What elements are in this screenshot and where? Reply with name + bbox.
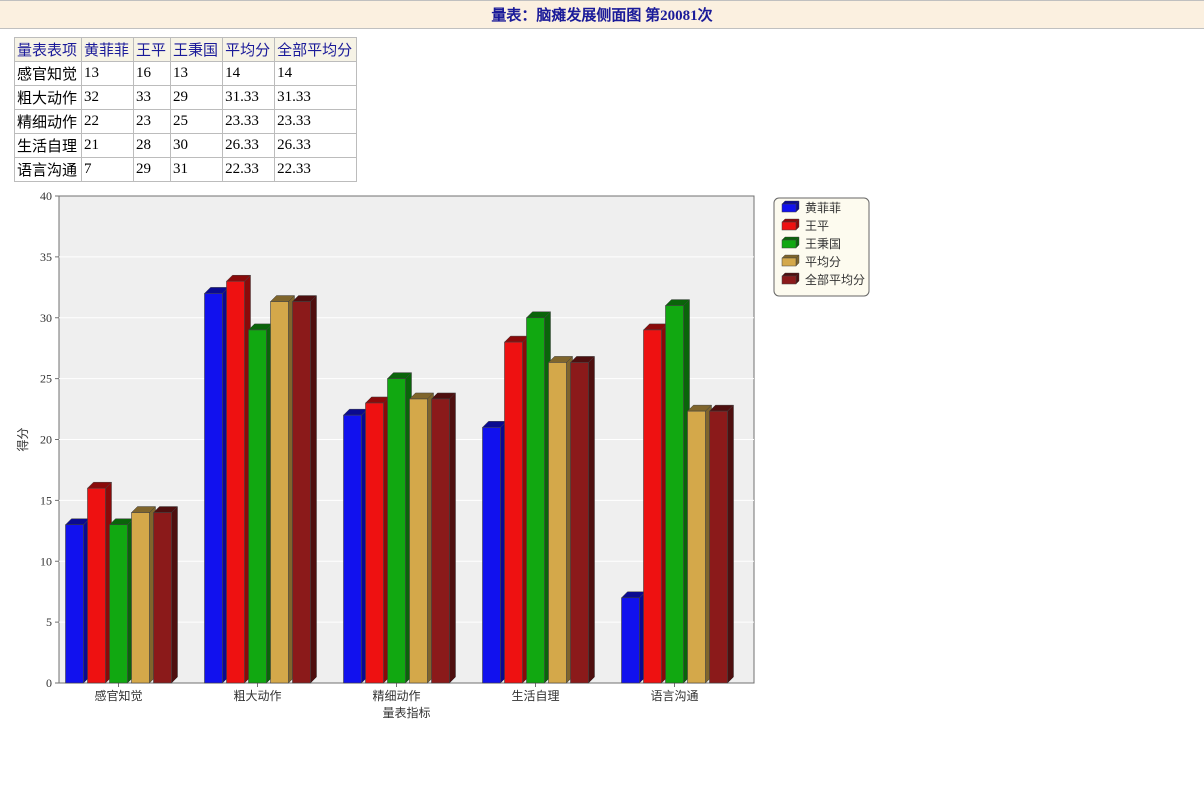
table-row: 生活自理21283026.3326.33 [15, 134, 357, 158]
table-header: 量表表项 [15, 38, 82, 62]
svg-text:精细动作: 精细动作 [372, 689, 420, 703]
table-cell: 13 [171, 62, 223, 86]
svg-text:0: 0 [46, 676, 52, 690]
table-row: 精细动作22232523.3323.33 [15, 110, 357, 134]
svg-text:25: 25 [40, 372, 52, 386]
page-title: 量表：脑瘫发展侧面图 第20081次 [0, 0, 1204, 29]
svg-text:王秉国: 王秉国 [805, 237, 841, 251]
table-cell: 语言沟通 [15, 158, 82, 182]
table-row: 粗大动作32332931.3331.33 [15, 86, 357, 110]
table-row: 语言沟通7293122.3322.33 [15, 158, 357, 182]
table-cell: 31 [171, 158, 223, 182]
table-cell: 26.33 [223, 134, 275, 158]
svg-text:30: 30 [40, 311, 52, 325]
table-cell: 7 [82, 158, 134, 182]
table-header: 王平 [134, 38, 171, 62]
table-cell: 21 [82, 134, 134, 158]
svg-text:感官知觉: 感官知觉 [94, 688, 142, 703]
table-cell: 31.33 [275, 86, 357, 110]
table-cell: 14 [275, 62, 357, 86]
table-cell: 22.33 [223, 158, 275, 182]
table-cell: 30 [171, 134, 223, 158]
svg-text:10: 10 [40, 554, 52, 568]
table-cell: 22 [82, 110, 134, 134]
table-cell: 粗大动作 [15, 86, 82, 110]
svg-text:35: 35 [40, 250, 52, 264]
svg-text:粗大动作: 粗大动作 [233, 689, 281, 703]
svg-text:得分: 得分 [15, 427, 30, 451]
table-header: 全部平均分 [275, 38, 357, 62]
table-cell: 23.33 [223, 110, 275, 134]
table-row: 感官知觉1316131414 [15, 62, 357, 86]
svg-text:王平: 王平 [805, 219, 829, 233]
svg-text:平均分: 平均分 [805, 255, 841, 269]
table-cell: 14 [223, 62, 275, 86]
svg-text:全部平均分: 全部平均分 [805, 272, 865, 287]
table-cell: 生活自理 [15, 134, 82, 158]
table-cell: 31.33 [223, 86, 275, 110]
bar-chart: 0 5 10 15 20 25 30 35 40 得分感官知觉 粗大动作 精细动作 生活自理 语言沟通量表… [14, 188, 1204, 743]
table-header: 黄菲菲 [82, 38, 134, 62]
svg-text:40: 40 [40, 189, 52, 203]
table-cell: 23.33 [275, 110, 357, 134]
table-cell: 22.33 [275, 158, 357, 182]
table-header: 平均分 [223, 38, 275, 62]
table-cell: 29 [134, 158, 171, 182]
table-cell: 25 [171, 110, 223, 134]
svg-text:量表指标: 量表指标 [382, 705, 430, 720]
table-cell: 16 [134, 62, 171, 86]
table-cell: 感官知觉 [15, 62, 82, 86]
table-cell: 33 [134, 86, 171, 110]
table-cell: 13 [82, 62, 134, 86]
table-cell: 23 [134, 110, 171, 134]
table-header: 王秉国 [171, 38, 223, 62]
table-cell: 29 [171, 86, 223, 110]
svg-text:15: 15 [40, 493, 52, 507]
table-cell: 26.33 [275, 134, 357, 158]
svg-text:语言沟通: 语言沟通 [650, 689, 698, 703]
svg-text:黄菲菲: 黄菲菲 [805, 201, 841, 215]
table-cell: 28 [134, 134, 171, 158]
svg-text:生活自理: 生活自理 [511, 689, 559, 703]
svg-text:20: 20 [40, 433, 52, 447]
table-cell: 精细动作 [15, 110, 82, 134]
svg-text:5: 5 [46, 615, 52, 629]
table-cell: 32 [82, 86, 134, 110]
data-table: 量表表项黄菲菲王平王秉国平均分全部平均分 感官知觉1316131414粗大动作3… [14, 37, 357, 182]
